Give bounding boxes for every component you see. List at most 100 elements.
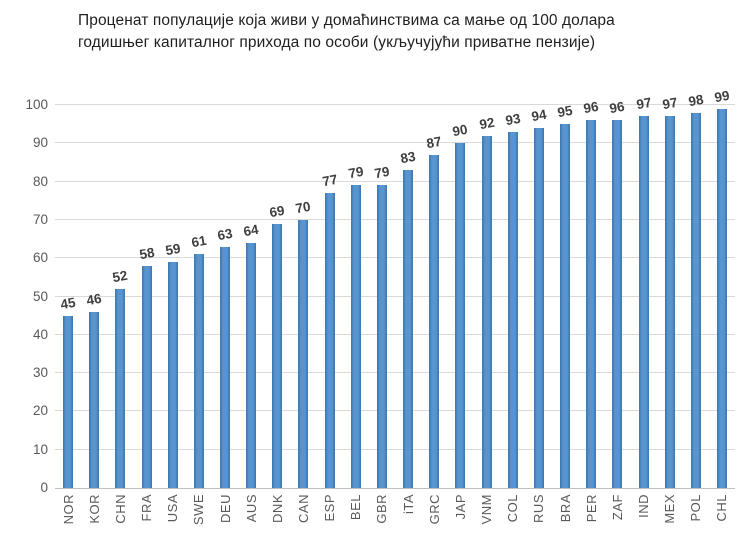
y-tick-label-50: 50 xyxy=(32,288,48,304)
x-tick-label-JAP: JAP xyxy=(452,494,468,520)
bar-FRA xyxy=(141,266,152,488)
y-tick-label-80: 80 xyxy=(32,173,48,189)
y-tick-label-10: 10 xyxy=(32,441,48,457)
bar-ESP xyxy=(324,193,335,488)
gridline-y-30 xyxy=(55,372,735,374)
x-tick-ESP: ESP xyxy=(317,494,343,536)
bar-value-label-KOR: 46 xyxy=(85,290,103,309)
x-tick-COL: COL xyxy=(500,494,526,536)
bar-value-label-PER: 96 xyxy=(582,98,600,117)
bar-KOR xyxy=(89,312,100,488)
bar-value-label-MEX: 97 xyxy=(660,94,679,113)
bar-value-label-CHN: 52 xyxy=(111,267,130,286)
x-tick-label-RUS: RUS xyxy=(531,494,547,523)
bar-column-CHL: 99 xyxy=(709,88,735,488)
bar-column-VNM: 92 xyxy=(474,105,500,488)
x-tick-RUS: RUS xyxy=(526,494,552,536)
x-tick-label-GBR: GBR xyxy=(374,494,390,524)
bar-value-label-ESP: 77 xyxy=(320,171,339,190)
x-tick-VNM: VNM xyxy=(474,494,500,536)
x-tick-label-BEL: BEL xyxy=(348,494,364,521)
bar-column-POL: 98 xyxy=(683,92,709,488)
bar-column-JAP: 90 xyxy=(447,105,473,488)
x-tick-CAN: CAN xyxy=(290,494,316,536)
bar-column-iTA: 83 xyxy=(395,105,421,488)
x-tick-label-MEX: MEX xyxy=(662,494,678,524)
bar-value-label-BRA: 95 xyxy=(556,102,574,121)
x-tick-label-FRA: FRA xyxy=(139,494,155,522)
x-tick-USA: USA xyxy=(160,494,186,536)
x-tick-AUS: AUS xyxy=(238,494,264,536)
x-tick-label-IND: IND xyxy=(636,494,652,518)
bar-column-ZAF: 96 xyxy=(604,99,630,488)
x-tick-KOR: KOR xyxy=(81,494,107,536)
x-tick-label-DEU: DEU xyxy=(217,494,233,523)
bar-value-label-COL: 93 xyxy=(504,110,522,129)
bar-POL xyxy=(690,113,701,488)
bar-AUS xyxy=(246,243,257,488)
bar-value-label-iTA: 83 xyxy=(399,148,417,167)
gridline-y-20 xyxy=(55,410,735,412)
bar-value-label-USA: 59 xyxy=(163,240,182,259)
x-tick-label-USA: USA xyxy=(165,494,181,523)
bar-column-NOR: 45 xyxy=(55,105,81,488)
bar-value-label-FRA: 58 xyxy=(137,244,156,263)
gridline-y-100 xyxy=(55,104,735,105)
bar-value-label-CAN: 70 xyxy=(294,198,313,217)
y-tick-label-20: 20 xyxy=(32,403,48,419)
x-tick-label-AUS: AUS xyxy=(243,494,259,523)
bar-column-GBR: 79 xyxy=(369,105,395,488)
y-tick-label-60: 60 xyxy=(32,250,48,266)
y-tick-label-0: 0 xyxy=(40,480,48,495)
bar-GBR xyxy=(376,185,387,488)
bar-column-BEL: 79 xyxy=(343,105,369,488)
bar-column-RUS: 94 xyxy=(526,105,552,488)
bar-ZAF xyxy=(612,120,623,488)
bar-column-FRA: 58 xyxy=(133,105,159,488)
gridline-y-60 xyxy=(55,257,735,259)
bar-CHN xyxy=(115,289,126,488)
x-tick-label-CHN: CHN xyxy=(112,494,128,524)
bar-value-label-ZAF: 96 xyxy=(608,98,627,117)
x-tick-label-CHL: CHL xyxy=(714,494,730,522)
x-tick-DEU: DEU xyxy=(212,494,238,536)
bar-CHL xyxy=(716,109,727,488)
bar-RUS xyxy=(533,128,544,488)
bar-column-DEU: 63 xyxy=(212,105,238,488)
x-tick-label-DNK: DNK xyxy=(269,494,285,523)
x-tick-MEX: MEX xyxy=(657,494,683,536)
y-tick-label-30: 30 xyxy=(32,365,48,381)
x-tick-NOR: NOR xyxy=(55,494,81,536)
x-tick-label-iTA: iTA xyxy=(400,494,416,515)
bar-VNM xyxy=(481,136,492,488)
x-tick-ZAF: ZAF xyxy=(604,494,630,536)
x-tick-POL: POL xyxy=(683,494,709,536)
bar-value-label-RUS: 94 xyxy=(530,106,548,125)
x-tick-label-ZAF: ZAF xyxy=(609,494,625,521)
x-tick-BEL: BEL xyxy=(343,494,369,536)
bar-DNK xyxy=(272,224,283,488)
bar-column-CAN: 70 xyxy=(290,105,316,488)
x-tick-label-BRA: BRA xyxy=(557,494,573,523)
gridline-y-90 xyxy=(55,142,735,144)
bar-value-label-DEU: 63 xyxy=(216,225,234,244)
bar-value-label-POL: 98 xyxy=(687,91,705,110)
y-tick-label-90: 90 xyxy=(32,135,48,151)
bar-column-CHN: 52 xyxy=(107,105,133,488)
x-tick-SWE: SWE xyxy=(186,494,212,536)
bar-IND xyxy=(638,116,649,488)
x-tick-PER: PER xyxy=(578,494,604,536)
bar-SWE xyxy=(193,254,204,488)
bar-COL xyxy=(507,132,518,488)
x-tick-label-SWE: SWE xyxy=(191,494,207,526)
bars-row: 45 46 52 58 59 61 63 64 69 70 77 79 79 83 87 90 92 93 94 95… xyxy=(55,88,735,488)
chart-title-line-2: годишњег капиталног прихода по особи (ук… xyxy=(78,34,596,51)
bar-iTA xyxy=(403,170,414,488)
bar-column-COL: 93 xyxy=(500,105,526,488)
bar-USA xyxy=(167,262,178,488)
bar-value-label-AUS: 64 xyxy=(242,221,260,240)
bar-MEX xyxy=(664,116,675,488)
bar-DEU xyxy=(220,247,231,488)
bar-value-label-SWE: 61 xyxy=(190,232,208,251)
